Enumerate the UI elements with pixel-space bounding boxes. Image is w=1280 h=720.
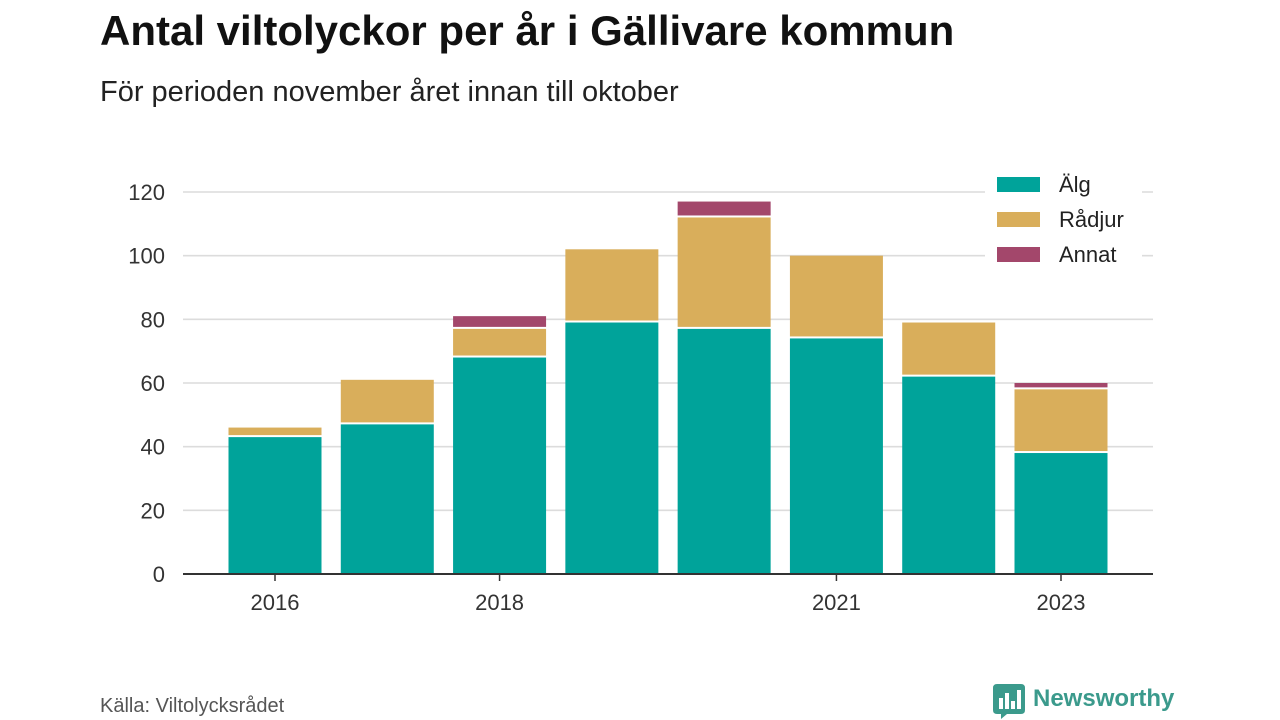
legend-swatch [997, 247, 1040, 262]
bar-stack-2019 [565, 249, 659, 574]
bar-annat-2020 [677, 201, 771, 216]
chart-title: Antal viltolyckor per år i Gällivare kom… [100, 7, 955, 54]
bar-alg-2022 [902, 376, 996, 574]
bar-radjur-2016 [228, 427, 322, 436]
chart-subtitle: För perioden november året innan till ok… [100, 76, 679, 108]
legend-item-annat: Annat [997, 242, 1117, 267]
bar-alg-2018 [453, 357, 547, 574]
legend-label: Älg [1059, 172, 1091, 197]
x-tick-label: 2016 [251, 590, 300, 615]
legend: Älg Rådjur Annat [985, 166, 1142, 270]
legend-swatch [997, 212, 1040, 227]
legend-label: Annat [1059, 242, 1117, 267]
bar-stack-2020 [677, 201, 771, 574]
x-tick-label: 2021 [812, 590, 861, 615]
bar-stack-2023 [1014, 383, 1108, 574]
bar-stack-2016 [228, 427, 322, 574]
legend-swatch [997, 177, 1040, 192]
legend-label: Rådjur [1059, 207, 1124, 232]
bar-alg-2020 [677, 328, 771, 574]
bar-radjur-2021 [789, 255, 883, 337]
y-tick-label: 0 [153, 562, 165, 587]
y-tick-label: 40 [141, 435, 165, 460]
source-note: Källa: Viltolycksrådet [100, 695, 285, 717]
y-tick-label: 20 [141, 498, 165, 523]
bar-alg-2016 [228, 437, 322, 574]
y-tick-label: 60 [141, 371, 165, 396]
x-axis: 2016 2018 2021 2023 [183, 573, 1153, 615]
y-tick-label: 120 [128, 180, 165, 205]
bar-stack-2022 [902, 322, 996, 574]
y-tick-label: 100 [128, 244, 165, 269]
bar-annat-2018 [453, 316, 547, 327]
y-axis-labels: 0 20 40 60 80 100 120 [128, 180, 165, 587]
bar-radjur-2018 [453, 328, 547, 356]
x-tick-label: 2023 [1037, 590, 1086, 615]
bar-alg-2019 [565, 322, 659, 574]
bar-stack-2017 [340, 379, 434, 574]
legend-item-radjur: Rådjur [997, 207, 1124, 232]
y-tick-label: 80 [141, 307, 165, 332]
bar-radjur-2017 [340, 379, 434, 423]
bar-radjur-2022 [902, 322, 996, 375]
newsworthy-logo-icon [993, 684, 1025, 719]
bar-annat-2023 [1014, 383, 1108, 388]
bars [228, 201, 1108, 574]
bar-radjur-2023 [1014, 389, 1108, 452]
bar-stack-2018 [453, 316, 547, 574]
bar-alg-2017 [340, 424, 434, 574]
bar-stack-2021 [789, 255, 883, 574]
bar-alg-2021 [789, 338, 883, 574]
x-tick-label: 2018 [475, 590, 524, 615]
bar-alg-2023 [1014, 453, 1108, 574]
bar-radjur-2020 [677, 217, 771, 327]
bar-radjur-2019 [565, 249, 659, 321]
legend-item-alg: Älg [997, 172, 1091, 197]
brand-name: Newsworthy [1033, 685, 1175, 712]
